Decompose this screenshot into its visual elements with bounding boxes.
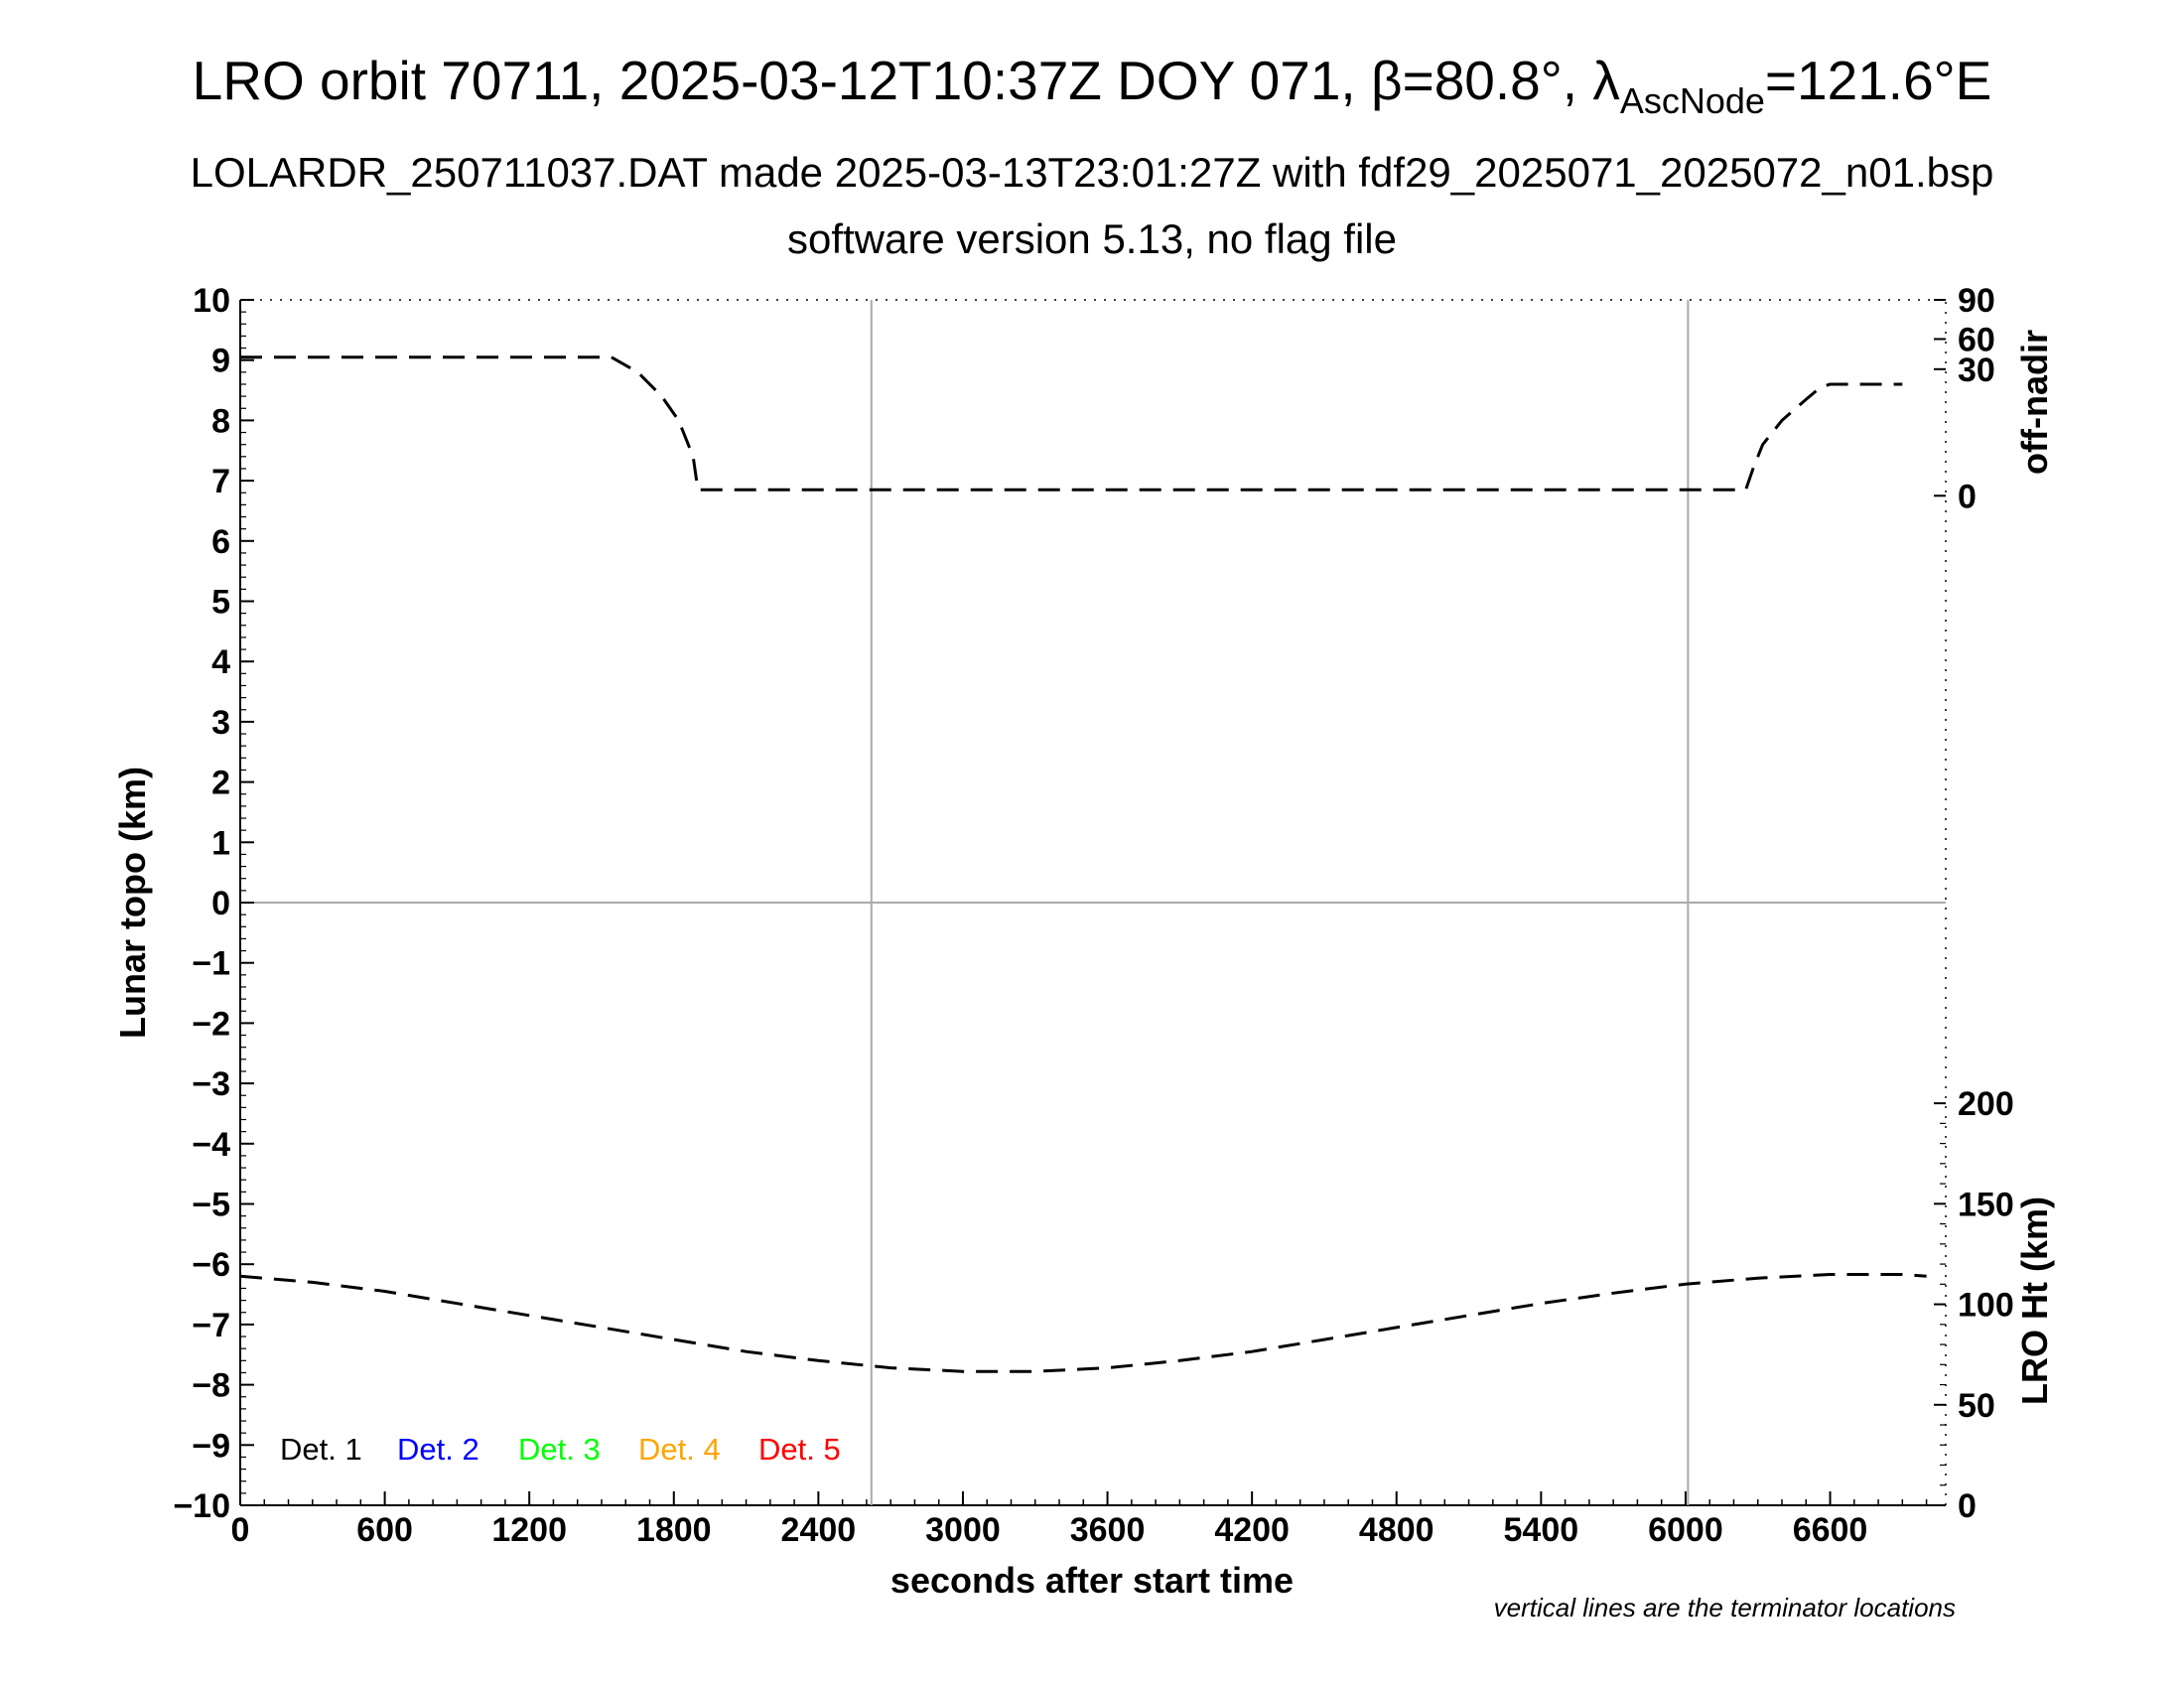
x-tick-label: 4800 [1359,1511,1434,1549]
y-tick-label: 4 [211,643,230,681]
y-axis-label-left: Lunar topo (km) [112,767,153,1039]
y-tick-label: −9 [192,1427,230,1465]
legend-item-1: Det. 1 [280,1432,362,1467]
right-bottom-tick-label: 0 [1958,1487,1977,1525]
right-bottom-tick-label: 100 [1958,1287,2014,1325]
y-tick-label: −5 [192,1187,230,1224]
ticks-layer: 0 600 1200 1800 2400 3000 3600 4200 4800 5400 6000… [173,282,2013,1549]
x-axis-label: seconds after start time [890,1560,1294,1601]
right-bottom-tick-label: 50 [1958,1387,1995,1425]
y-tick-label: −2 [192,1005,230,1043]
right-top-tick-label: 30 [1958,352,1995,389]
y-tick-label: 1 [211,824,230,862]
series-layer [239,355,1927,1373]
y-tick-label: 10 [193,282,230,320]
y-tick-label: 7 [211,463,230,500]
y-tick-label: 6 [211,523,230,561]
x-tick-label: 6000 [1648,1511,1723,1549]
grid-layer [240,300,1946,1505]
legend-item-2: Det. 2 [397,1432,479,1467]
y-axis-label-right-top: off-nadir [2014,330,2055,475]
x-tick-label: 600 [356,1511,413,1549]
y-tick-label: 2 [211,765,230,802]
chart-subtitle-1: LOLARDR_250711037.DAT made 2025-03-13T23… [191,149,1994,196]
series-line-2 [239,1273,1927,1373]
right-bottom-tick-label: 150 [1958,1186,2014,1223]
y-tick-label: 5 [211,584,230,622]
y-tick-label: −10 [173,1487,230,1525]
x-tick-label: 1800 [636,1511,712,1549]
y-axis-label-right-bottom: LRO Ht (km) [2014,1196,2055,1405]
right-bottom-tick-label: 200 [1958,1085,2014,1123]
terminator-footnote: vertical lines are the terminator locati… [1494,1593,1956,1622]
y-tick-label: 8 [211,402,230,440]
x-tick-label: 2400 [781,1511,857,1549]
x-tick-label: 1200 [491,1511,567,1549]
y-tick-label: −7 [192,1307,230,1344]
x-tick-label: 6600 [1793,1511,1868,1549]
right-top-tick-label: 0 [1958,478,1977,515]
y-tick-label: −4 [192,1126,230,1164]
y-tick-label: −6 [192,1246,230,1284]
chart-subtitle-2: software version 5.13, no flag file [787,215,1397,262]
legend-item-5: Det. 5 [758,1432,841,1467]
series-line-1 [240,355,1903,492]
y-tick-label: −3 [192,1065,230,1103]
right-top-tick-label: 60 [1958,321,1995,358]
y-tick-label: 9 [211,343,230,380]
legend-item-4: Det. 4 [638,1432,721,1467]
x-tick-label: 0 [231,1511,250,1549]
chart-title: LRO orbit 70711, 2025-03-12T10:37Z DOY 0… [193,50,1992,121]
y-tick-label: −1 [192,945,230,983]
y-tick-label: 3 [211,704,230,742]
x-tick-label: 5400 [1504,1511,1579,1549]
right-top-tick-label: 90 [1958,282,1995,320]
y-tick-label: 0 [211,885,230,922]
x-tick-label: 3000 [925,1511,1001,1549]
y-tick-label: −8 [192,1367,230,1405]
x-tick-label: 3600 [1070,1511,1146,1549]
legend: Det. 1 Det. 2 Det. 3 Det. 4 Det. 5 [280,1432,841,1467]
x-tick-label: 4200 [1214,1511,1290,1549]
legend-item-3: Det. 3 [518,1432,601,1467]
